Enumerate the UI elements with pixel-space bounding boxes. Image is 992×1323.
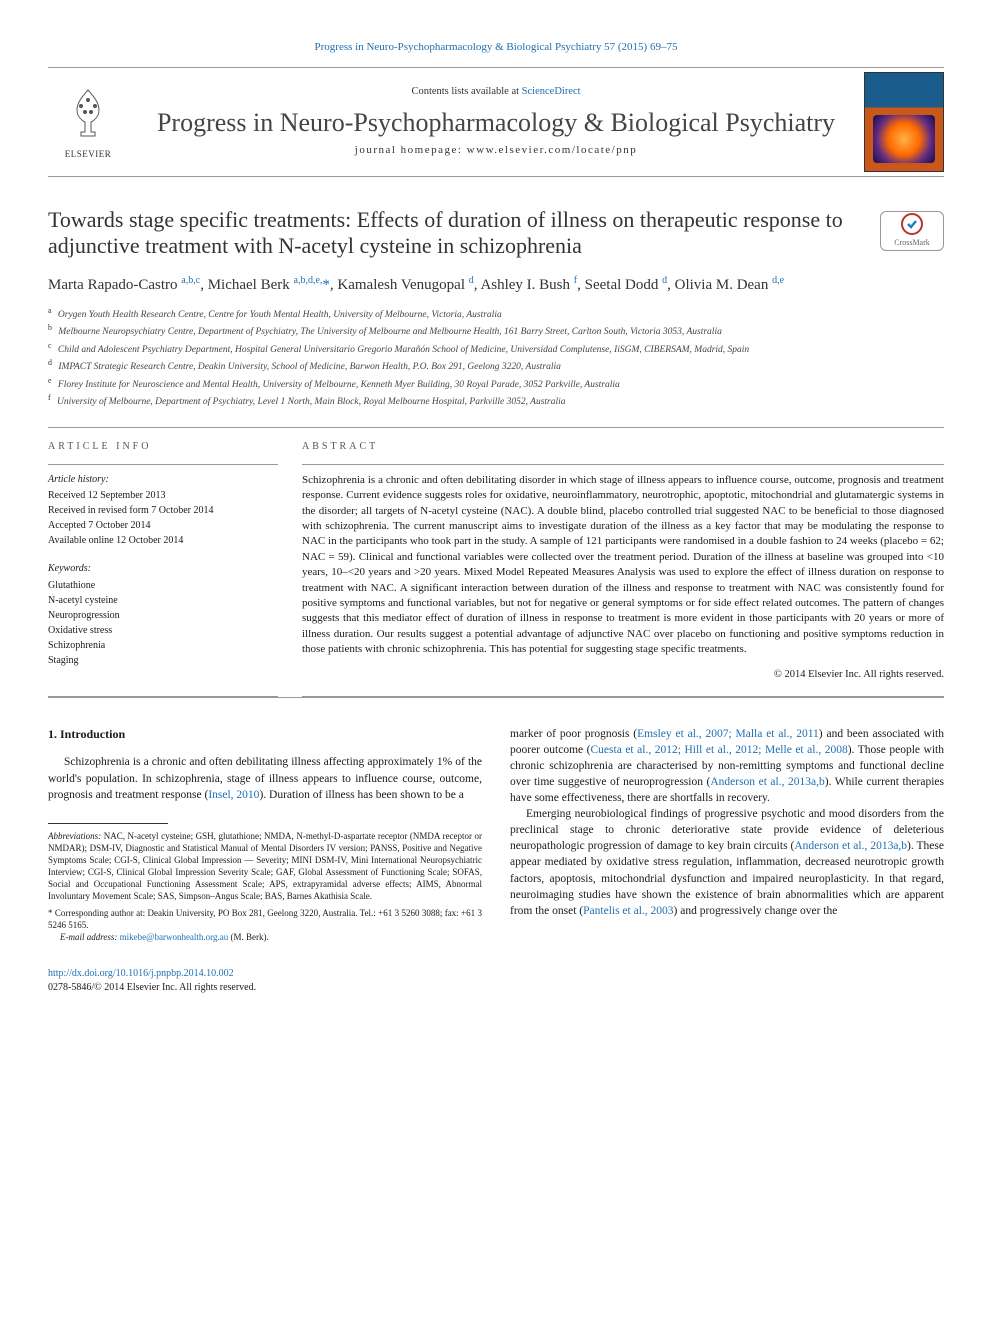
affiliation-line: b Melbourne Neuropsychiatry Centre, Depa… xyxy=(48,322,944,339)
sciencedirect-link[interactable]: ScienceDirect xyxy=(522,86,581,97)
body-para-right-1: marker of poor prognosis (Emsley et al.,… xyxy=(510,726,944,806)
history-item: Received in revised form 7 October 2014 xyxy=(48,503,278,518)
crossmark-label: CrossMark xyxy=(894,238,930,249)
abstract-text: Schizophrenia is a chronic and often deb… xyxy=(302,473,944,658)
affiliation-line: f University of Melbourne, Department of… xyxy=(48,392,944,409)
affiliation-line: a Orygen Youth Health Research Centre, C… xyxy=(48,305,944,322)
keyword-item: Glutathione xyxy=(48,578,278,593)
keyword-item: Schizophrenia xyxy=(48,638,278,653)
keyword-item: Neuroprogression xyxy=(48,608,278,623)
keyword-item: N-acetyl cysteine xyxy=(48,593,278,608)
author-list: Marta Rapado-Castro a,b,c, Michael Berk … xyxy=(48,274,944,295)
publisher-name: ELSEVIER xyxy=(48,148,128,160)
affiliation-line: c Child and Adolescent Psychiatry Depart… xyxy=(48,340,944,357)
article-info-label: article info xyxy=(48,440,278,454)
history-item: Received 12 September 2013 xyxy=(48,488,278,503)
abstract-label: abstract xyxy=(302,440,944,454)
section-heading-intro: 1. Introduction xyxy=(48,726,482,743)
article-title: Towards stage specific treatments: Effec… xyxy=(48,207,868,260)
journal-reference-link[interactable]: Progress in Neuro-Psychopharmacology & B… xyxy=(315,41,678,53)
body-para-right-2: Emerging neurobiological findings of pro… xyxy=(510,806,944,919)
keyword-item: Oxidative stress xyxy=(48,623,278,638)
crossmark-badge[interactable]: CrossMark xyxy=(880,211,944,251)
history-label: Article history: xyxy=(48,473,278,487)
journal-reference: Progress in Neuro-Psychopharmacology & B… xyxy=(48,40,944,55)
email-label: E-mail address: xyxy=(60,932,117,942)
journal-homepage: journal homepage: www.elsevier.com/locat… xyxy=(128,143,864,158)
history-item: Available online 12 October 2014 xyxy=(48,533,278,548)
masthead: ELSEVIER Contents lists available at Sci… xyxy=(48,67,944,177)
contents-text: Contents lists available at xyxy=(411,86,521,97)
email-who: (M. Berk). xyxy=(231,932,269,942)
journal-name: Progress in Neuro-Psychopharmacology & B… xyxy=(128,108,864,138)
footer: http://dx.doi.org/10.1016/j.pnpbp.2014.1… xyxy=(48,967,944,994)
copyright-line: © 2014 Elsevier Inc. All rights reserved… xyxy=(302,668,944,682)
doi-link[interactable]: http://dx.doi.org/10.1016/j.pnpbp.2014.1… xyxy=(48,968,234,979)
email-link[interactable]: mikebe@barwonhealth.org.au xyxy=(120,932,229,942)
issn-line: 0278-5846/© 2014 Elsevier Inc. All right… xyxy=(48,982,256,993)
affiliations: a Orygen Youth Health Research Centre, C… xyxy=(48,305,944,409)
publisher-logo: ELSEVIER xyxy=(48,84,128,160)
email-footnote: E-mail address: mikebe@barwonhealth.org.… xyxy=(48,931,482,943)
elsevier-tree-icon xyxy=(63,84,113,144)
history-item: Accepted 7 October 2014 xyxy=(48,518,278,533)
keywords-label: Keywords: xyxy=(48,562,278,576)
affiliation-line: d IMPACT Strategic Research Centre, Deak… xyxy=(48,357,944,374)
corresponding-author-footnote: * Corresponding author at: Deakin Univer… xyxy=(48,907,482,931)
abbreviations-footnote: Abbreviations: NAC, N-acetyl cysteine; G… xyxy=(48,830,482,903)
abbrev-text: NAC, N-acetyl cysteine; GSH, glutathione… xyxy=(48,831,482,902)
abbrev-label: Abbreviations: xyxy=(48,831,101,841)
contents-line: Contents lists available at ScienceDirec… xyxy=(128,85,864,99)
crossmark-icon xyxy=(900,212,924,236)
intro-paragraph-left: Schizophrenia is a chronic and often deb… xyxy=(48,754,482,802)
affiliation-line: e Florey Institute for Neuroscience and … xyxy=(48,375,944,392)
keyword-item: Staging xyxy=(48,653,278,668)
journal-cover-thumb xyxy=(864,72,944,172)
